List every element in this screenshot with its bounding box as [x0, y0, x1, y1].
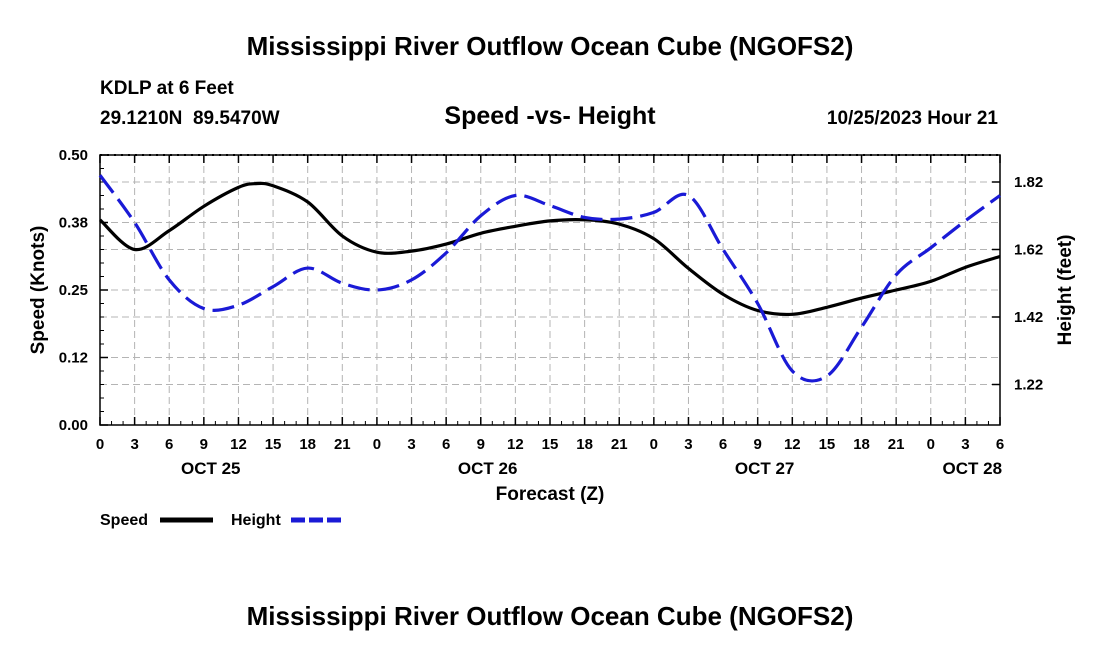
x-tick-label: 6 [996, 436, 1004, 453]
station-coordinates: 29.1210N 89.5470W [100, 108, 280, 129]
y-left-tick-label: 0.00 [59, 417, 88, 434]
x-tick-label: 0 [927, 436, 935, 453]
y-left-tick-label: 0.12 [59, 350, 88, 367]
y-left-tick-label: 0.25 [59, 282, 88, 299]
x-tick-label: 3 [961, 436, 969, 453]
legend: Speed Height [100, 512, 343, 529]
x-tick-label: 3 [407, 436, 415, 453]
x-tick-label: 15 [265, 436, 282, 453]
legend-speed-label: Speed [100, 512, 148, 529]
forecast-timestamp: 10/25/2023 Hour 21 [827, 108, 999, 129]
x-tick-label: 0 [373, 436, 381, 453]
x-tick-label: 6 [719, 436, 727, 453]
x-tick-label: 9 [754, 436, 762, 453]
y-axis-left-title: Speed (Knots) [28, 226, 49, 355]
date-label: OCT 25 [181, 459, 241, 478]
plot-title: Speed -vs- Height [444, 102, 656, 130]
x-tick-label: 9 [200, 436, 208, 453]
x-tick-label: 3 [684, 436, 692, 453]
y-axis-right-ticks: 1.22 1.42 1.62 1.82 [992, 174, 1043, 394]
y-right-tick-label: 1.22 [1014, 377, 1043, 394]
series-group [98, 174, 1001, 383]
station-label: KDLP at 6 Feet [100, 78, 234, 99]
x-axis-title: Forecast (Z) [496, 484, 605, 505]
x-tick-label: 18 [299, 436, 316, 453]
x-tick-label: 0 [650, 436, 658, 453]
date-labels: OCT 25 OCT 26 OCT 27 OCT 28 [181, 459, 1002, 478]
x-tick-label: 21 [334, 436, 351, 453]
x-tick-label: 18 [853, 436, 870, 453]
y-right-tick-label: 1.62 [1014, 242, 1043, 259]
grid [100, 154, 1000, 425]
y-axis-right-title: Height (feet) [1055, 235, 1076, 346]
x-tick-label: 15 [819, 436, 836, 453]
x-tick-label: 21 [611, 436, 628, 453]
x-axis-ticks: 0 3 6 9 12 15 18 21 0 3 6 9 12 15 18 21 0 3 6 9 12 15 18 21 0 3 6 [96, 155, 1004, 453]
series-line-height [98, 174, 1001, 383]
y-right-tick-label: 1.42 [1014, 309, 1043, 326]
x-tick-label: 3 [130, 436, 138, 453]
x-tick-label: 18 [576, 436, 593, 453]
x-tick-label: 12 [230, 436, 247, 453]
y-left-tick-label: 0.50 [59, 147, 88, 164]
y-right-tick-label: 1.82 [1014, 174, 1043, 191]
legend-height-label: Height [231, 512, 281, 529]
x-tick-label: 9 [477, 436, 485, 453]
x-tick-label: 21 [888, 436, 905, 453]
x-tick-label: 6 [165, 436, 173, 453]
date-label: OCT 28 [943, 459, 1003, 478]
y-axis-left-ticks: 0.00 0.12 0.25 0.38 0.50 [59, 147, 108, 434]
x-tick-label: 12 [507, 436, 524, 453]
x-tick-label: 6 [442, 436, 450, 453]
x-tick-label: 12 [784, 436, 801, 453]
x-tick-label: 15 [542, 436, 559, 453]
date-label: OCT 27 [735, 459, 795, 478]
y-left-tick-label: 0.38 [59, 215, 88, 232]
chart-title: Mississippi River Outflow Ocean Cube (NG… [247, 31, 854, 61]
series-line-speed [98, 181, 1001, 317]
date-label: OCT 26 [458, 459, 518, 478]
footer-title: Mississippi River Outflow Ocean Cube (NG… [247, 601, 854, 631]
x-tick-label: 0 [96, 436, 104, 453]
